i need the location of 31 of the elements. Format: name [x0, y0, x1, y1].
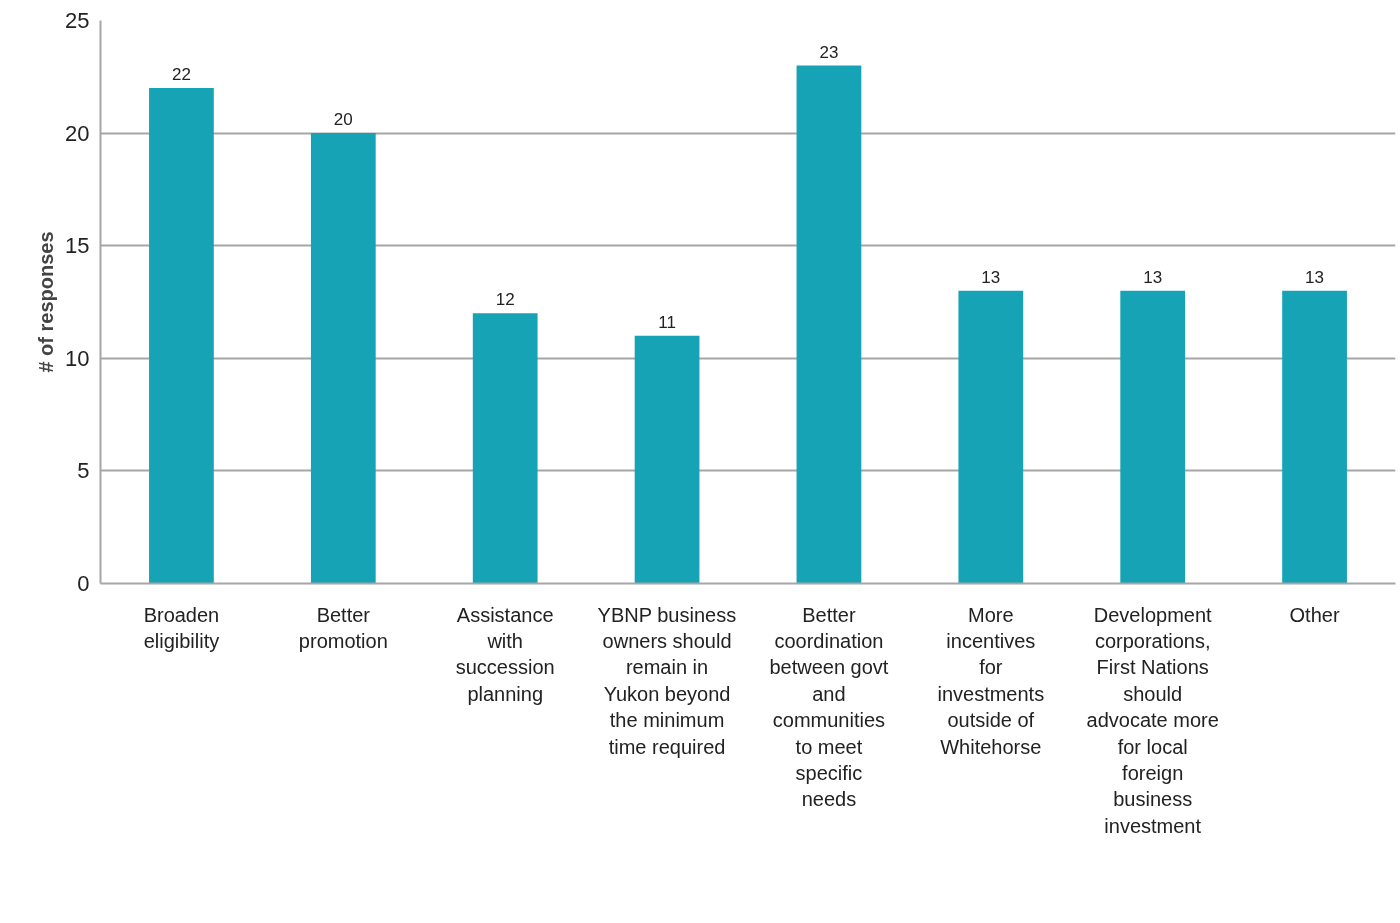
- y-tick-label: 0: [77, 571, 90, 596]
- y-tick-label: 15: [65, 233, 90, 259]
- bar: [634, 335, 700, 584]
- data-label: 22: [171, 65, 191, 85]
- y-tick-label: 25: [65, 8, 90, 33]
- x-tick-label: Better promotion: [298, 603, 388, 652]
- x-tick-label: Assistance with succession planning: [455, 603, 555, 705]
- category-label: Development corporations, First Nations should advocate more for local foreign business investment: [1086, 603, 1219, 837]
- data-label: 23: [819, 42, 839, 62]
- y-axis-title: # of responses: [35, 231, 58, 373]
- data-label: 12: [495, 290, 515, 310]
- y-tick-label: 20: [65, 120, 90, 146]
- data-label: 13: [1143, 267, 1163, 287]
- x-tick-label: More incentives for investments outside of Whitehorse: [937, 603, 1045, 758]
- x-tick-label: YBNP business owners should remain in Yukon beyond the minimum time required: [597, 603, 737, 758]
- x-tick-label: Other: [1289, 603, 1340, 626]
- bar: [958, 290, 1024, 584]
- data-label: 11: [658, 312, 676, 332]
- bar: [1282, 290, 1347, 584]
- bar: [149, 88, 214, 584]
- data-label: 20: [333, 110, 353, 130]
- x-tick-label: Broaden eligibility: [143, 603, 220, 652]
- bar: [1120, 290, 1186, 584]
- bar: [796, 65, 862, 584]
- y-tick-label: 10: [65, 345, 90, 371]
- x-tick-label: Better coordination between govt and communities to meet specific needs: [769, 603, 889, 811]
- data-label: 13: [1305, 267, 1325, 287]
- y-tick-label: 5: [77, 458, 90, 484]
- bar: [310, 133, 376, 584]
- data-label: 13: [981, 267, 1001, 287]
- bar: [472, 313, 538, 584]
